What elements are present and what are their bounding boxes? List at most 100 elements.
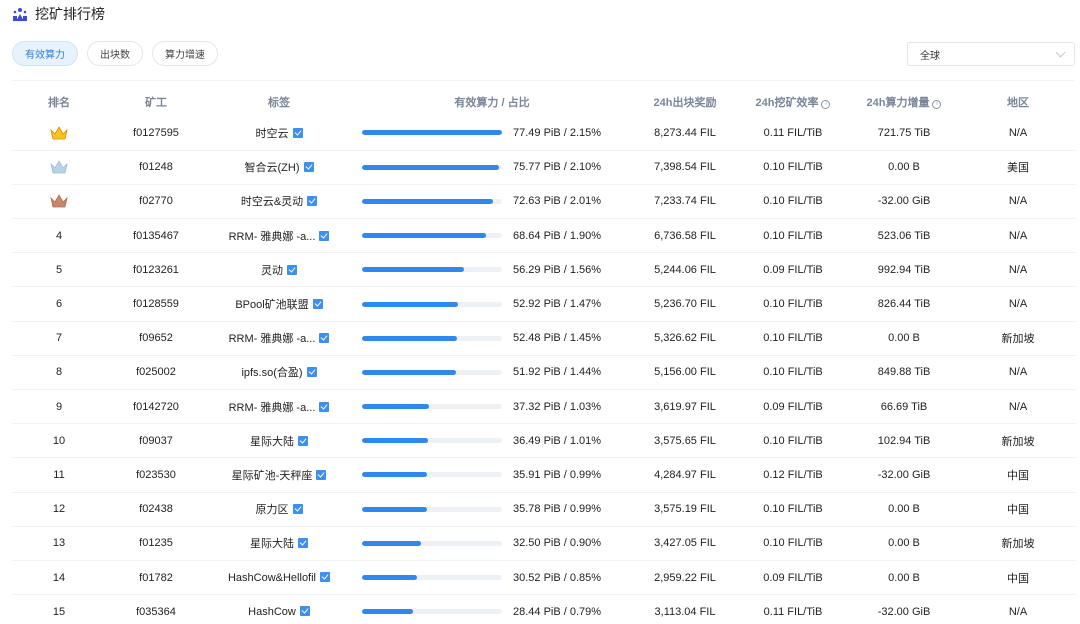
reward-value: 3,575.65 FIL <box>632 423 738 459</box>
growth-value: 66.69 TiB <box>848 389 960 425</box>
gold-crown-icon <box>50 126 68 140</box>
reward-value: 5,156.00 FIL <box>632 355 738 391</box>
verified-check-icon <box>319 333 330 344</box>
growth-value: 523.06 TiB <box>848 218 960 254</box>
miner-id[interactable]: f025002 <box>106 355 206 391</box>
power-cell: 30.52 PiB / 0.85% <box>352 560 632 596</box>
col-efficiency: 24h挖矿效率 i <box>738 88 848 116</box>
info-icon[interactable]: i <box>821 100 831 109</box>
table-row[interactable]: f0127595 时空云 77.49 PiB / 2.15% 8,273.44 … <box>12 116 1076 151</box>
miner-tag: HashCow <box>248 605 296 618</box>
tab-effective-power[interactable]: 有效算力 <box>12 41 78 66</box>
table-row[interactable]: 7 f09652 RRM- 雅典娜 -a... 52.48 PiB / 1.45… <box>12 321 1076 356</box>
table-row[interactable]: f02770 时空云&灵动 72.63 PiB / 2.01% 7,233.74… <box>12 184 1076 220</box>
tag-cell: 时空云&灵动 <box>206 184 352 220</box>
power-progress-fill <box>362 301 458 307</box>
tab-blocks[interactable]: 出块数 <box>87 41 143 66</box>
miner-id[interactable]: f035364 <box>136 605 176 618</box>
verified-check-icon <box>307 196 318 207</box>
power-progress-fill <box>362 506 427 512</box>
region-value: 新加坡 <box>960 423 1076 459</box>
miner-id[interactable]: f02438 <box>106 492 206 527</box>
growth-value: 0.00 B <box>848 560 960 596</box>
tag-cell: BPool矿池联盟 <box>206 286 352 322</box>
region-value: 中国 <box>960 492 1076 527</box>
miner-id[interactable]: f0127595 <box>106 116 206 151</box>
growth-value: 0.00 B <box>848 492 960 527</box>
miner-id[interactable]: f0123261 <box>106 252 206 288</box>
table-row[interactable]: 10 f09037 星际大陆 36.49 PiB / 1.01% 3,575.6… <box>12 423 1076 459</box>
power-progress-bar <box>362 609 502 615</box>
tag-cell: 星际大陆 <box>206 423 352 459</box>
power-progress-fill <box>362 472 427 478</box>
miner-id[interactable]: f0128559 <box>106 286 206 322</box>
verified-check-icon <box>303 162 314 173</box>
verified-check-icon <box>292 127 303 138</box>
rank-cell <box>12 184 106 220</box>
rank-cell: 14 <box>12 560 106 596</box>
miner-id[interactable]: f02770 <box>106 184 206 220</box>
reward-value: 3,619.97 FIL <box>632 389 738 425</box>
miner-id[interactable]: f01235 <box>106 526 206 561</box>
power-progress-fill <box>362 438 428 444</box>
efficiency-value: 0.10 FIL/TiB <box>738 423 848 459</box>
growth-value: 102.94 TiB <box>848 423 960 459</box>
verified-check-icon <box>292 504 303 515</box>
verified-check-icon <box>306 367 317 378</box>
table-row[interactable]: 12 f02438 原力区 35.78 PiB / 0.99% 3,575.19… <box>12 492 1076 527</box>
verified-check-icon <box>320 571 331 582</box>
rank-cell <box>12 116 106 151</box>
region-value: N/A <box>960 389 1076 425</box>
verified-check-icon <box>298 435 308 446</box>
miner-id[interactable]: f09652 <box>106 321 206 356</box>
miner-tag: 星际矿池-天秤座 <box>231 469 313 482</box>
verified-check-icon <box>319 401 330 412</box>
power-value: 77.49 PiB / 2.15% <box>513 126 602 139</box>
efficiency-value: 0.09 FIL/TiB <box>738 560 848 596</box>
table-row[interactable]: 13 f01235 星际大陆 32.50 PiB / 0.90% 3,427.0… <box>12 526 1076 561</box>
power-progress-fill <box>362 267 464 273</box>
table-row[interactable]: 11 f023530 星际矿池-天秤座 35.91 PiB / 0.99% 4,… <box>12 457 1076 493</box>
table-row[interactable]: 4 f0135467 RRM- 雅典娜 -a... 68.64 PiB / 1.… <box>12 218 1076 254</box>
miner-id[interactable]: f0135467 <box>106 218 206 254</box>
miner-id[interactable]: f023530 <box>106 457 206 493</box>
miner-id[interactable]: f01782 <box>106 560 206 596</box>
power-cell: 35.91 PiB / 0.99% <box>352 457 632 493</box>
miner-id[interactable]: f01248 <box>106 150 206 185</box>
table-row[interactable]: 6 f0128559 BPool矿池联盟 52.92 PiB / 1.47% 5… <box>12 286 1076 322</box>
col-miner: 矿工 <box>145 97 167 109</box>
rank-cell: 13 <box>12 526 106 561</box>
table-row[interactable]: f01248 智合云(ZH) 75.77 PiB / 2.10% 7,398.5… <box>12 150 1076 185</box>
rank-number: 11 <box>53 468 65 481</box>
tag-cell: ipfs.so(合盈) <box>206 355 352 391</box>
rank-number: 10 <box>52 434 66 447</box>
verified-check-icon <box>319 230 330 241</box>
info-icon[interactable]: i <box>932 100 942 109</box>
miner-id[interactable]: f09037 <box>106 423 206 459</box>
table-row[interactable]: 15 f035364 HashCow 28.44 PiB / 0.79% 3,1… <box>12 595 1076 624</box>
tag-cell: RRM- 雅典娜 -a... <box>206 389 352 425</box>
reward-value: 5,326.62 FIL <box>632 321 738 356</box>
table-row[interactable]: 8 f025002 ipfs.so(合盈) 51.92 PiB / 1.44% … <box>12 355 1076 391</box>
power-progress-bar <box>362 369 502 375</box>
divider <box>12 80 1074 81</box>
region-select[interactable]: 全球 <box>907 42 1075 66</box>
table-row[interactable]: 9 f0142720 RRM- 雅典娜 -a... 37.32 PiB / 1.… <box>12 389 1076 425</box>
table-row[interactable]: 14 f01782 HashCow&Hellofil 30.52 PiB / 0… <box>12 560 1076 596</box>
tab-power-growth[interactable]: 算力增速 <box>152 41 218 66</box>
rank-number: 8 <box>55 366 63 379</box>
bronze-crown-icon <box>50 194 68 208</box>
col-growth: 24h算力增量 i <box>848 88 960 116</box>
region-value: N/A <box>960 116 1076 151</box>
reward-value: 5,244.06 FIL <box>632 252 738 288</box>
rank-number: 14 <box>52 571 66 584</box>
table-row[interactable]: 5 f0123261 灵动 56.29 PiB / 1.56% 5,244.06… <box>12 252 1076 288</box>
power-value: 35.78 PiB / 0.99% <box>513 503 602 516</box>
tag-cell: 星际矿池-天秤座 <box>206 457 352 493</box>
tag-cell: HashCow <box>206 595 352 624</box>
power-progress-fill <box>362 404 430 410</box>
miner-id[interactable]: f0142720 <box>106 389 206 425</box>
growth-value: 721.75 TiB <box>848 116 960 151</box>
growth-value: 992.94 TiB <box>848 252 960 288</box>
rank-cell: 15 <box>12 595 106 624</box>
